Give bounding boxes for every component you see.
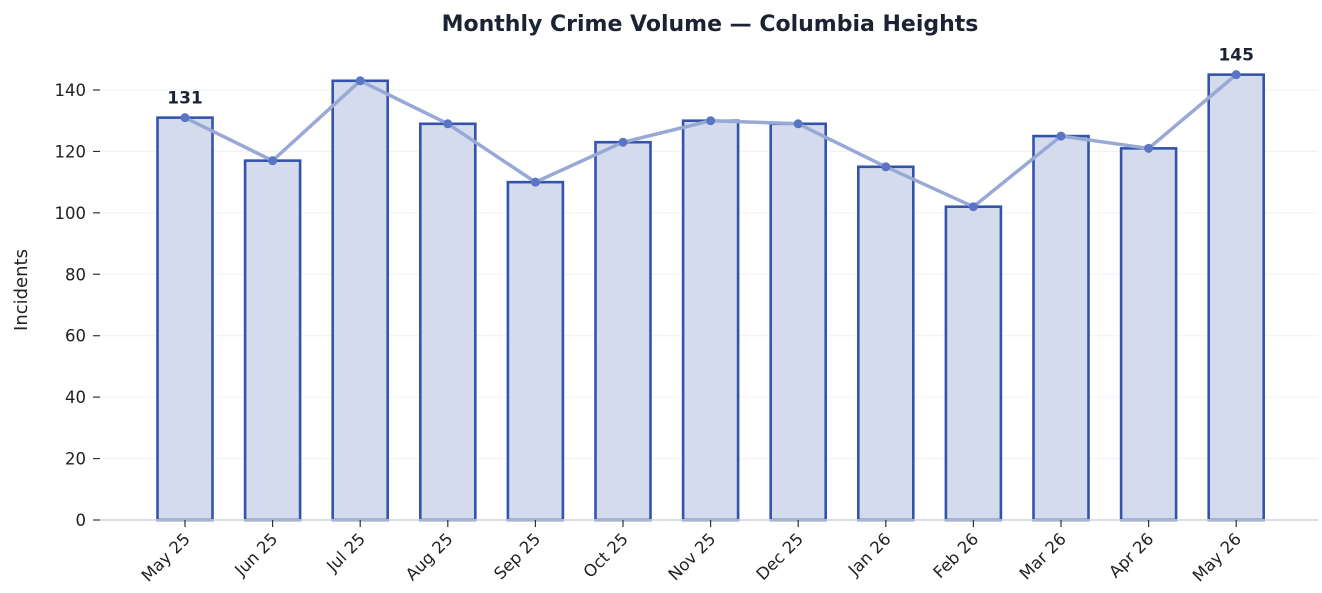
- y-tick-label: 120: [55, 142, 87, 161]
- bar-jan-26: [856, 165, 915, 522]
- y-axis: 0 20 40 60 80 100 120 140: [55, 81, 100, 530]
- bar-aug-25: [418, 122, 477, 522]
- y-tick-label: 0: [76, 511, 87, 530]
- x-tick-label: Sep 25: [490, 529, 544, 583]
- trend-point: [968, 202, 978, 212]
- x-tick-label: Feb 26: [930, 529, 983, 582]
- data-label: 131: [167, 89, 203, 109]
- bar-sep-25: [506, 180, 565, 522]
- y-tick-label: 40: [65, 388, 86, 407]
- bar-jun-25: [243, 159, 302, 522]
- bar-nov-25: [681, 119, 740, 522]
- trend-point: [706, 116, 716, 126]
- y-tick-label: 140: [55, 81, 87, 100]
- trend-point: [180, 113, 190, 123]
- bar-jul-25: [331, 79, 390, 522]
- trend-point: [793, 119, 803, 129]
- y-tick-label: 80: [65, 265, 86, 284]
- x-tick-label: Jun 25: [230, 529, 281, 580]
- trend-point: [1144, 143, 1154, 153]
- x-tick-label: May 26: [1189, 529, 1245, 585]
- bar-may-26: [1207, 73, 1265, 522]
- bar-apr-26: [1119, 147, 1178, 522]
- y-tick-label: 20: [65, 450, 86, 469]
- trend-point: [355, 76, 365, 86]
- x-tick-label: Jan 26: [844, 529, 895, 580]
- bar-may-25: [156, 116, 214, 522]
- x-tick-label: Dec 25: [752, 529, 807, 584]
- bar-dec-25: [769, 122, 828, 522]
- x-tick-label: Mar 26: [1016, 529, 1070, 583]
- bar-mar-26: [1032, 134, 1090, 522]
- x-tick-label: Aug 25: [402, 529, 457, 584]
- bar-feb-26: [944, 205, 1003, 522]
- y-axis-label: Incidents: [11, 249, 32, 331]
- x-tick-label: Nov 25: [665, 529, 720, 584]
- bars: [156, 73, 1265, 522]
- trend-point: [881, 162, 891, 172]
- chart-title: Monthly Crime Volume — Columbia Heights: [442, 12, 979, 37]
- x-tick-label: Jul 25: [322, 529, 369, 576]
- y-tick-label: 60: [65, 327, 86, 346]
- trend-point: [530, 177, 540, 187]
- data-label: 145: [1218, 46, 1254, 66]
- trend-point: [1231, 70, 1241, 80]
- x-tick-label: Apr 26: [1105, 529, 1157, 581]
- trend-point: [618, 137, 628, 147]
- trend-line: [180, 70, 1241, 212]
- trend-point: [268, 156, 278, 166]
- data-labels: 131 145: [167, 46, 1254, 109]
- x-tick-label: May 25: [138, 529, 194, 585]
- x-axis: May 25 Jun 25 Jul 25 Aug 25 Sep 25 Oct 25 Nov …: [100, 519, 1318, 586]
- x-tick-label: Oct 25: [580, 529, 632, 581]
- trend-point: [1056, 131, 1066, 141]
- bar-oct-25: [594, 140, 652, 522]
- y-tick-label: 100: [55, 204, 87, 223]
- trend-point: [443, 119, 453, 129]
